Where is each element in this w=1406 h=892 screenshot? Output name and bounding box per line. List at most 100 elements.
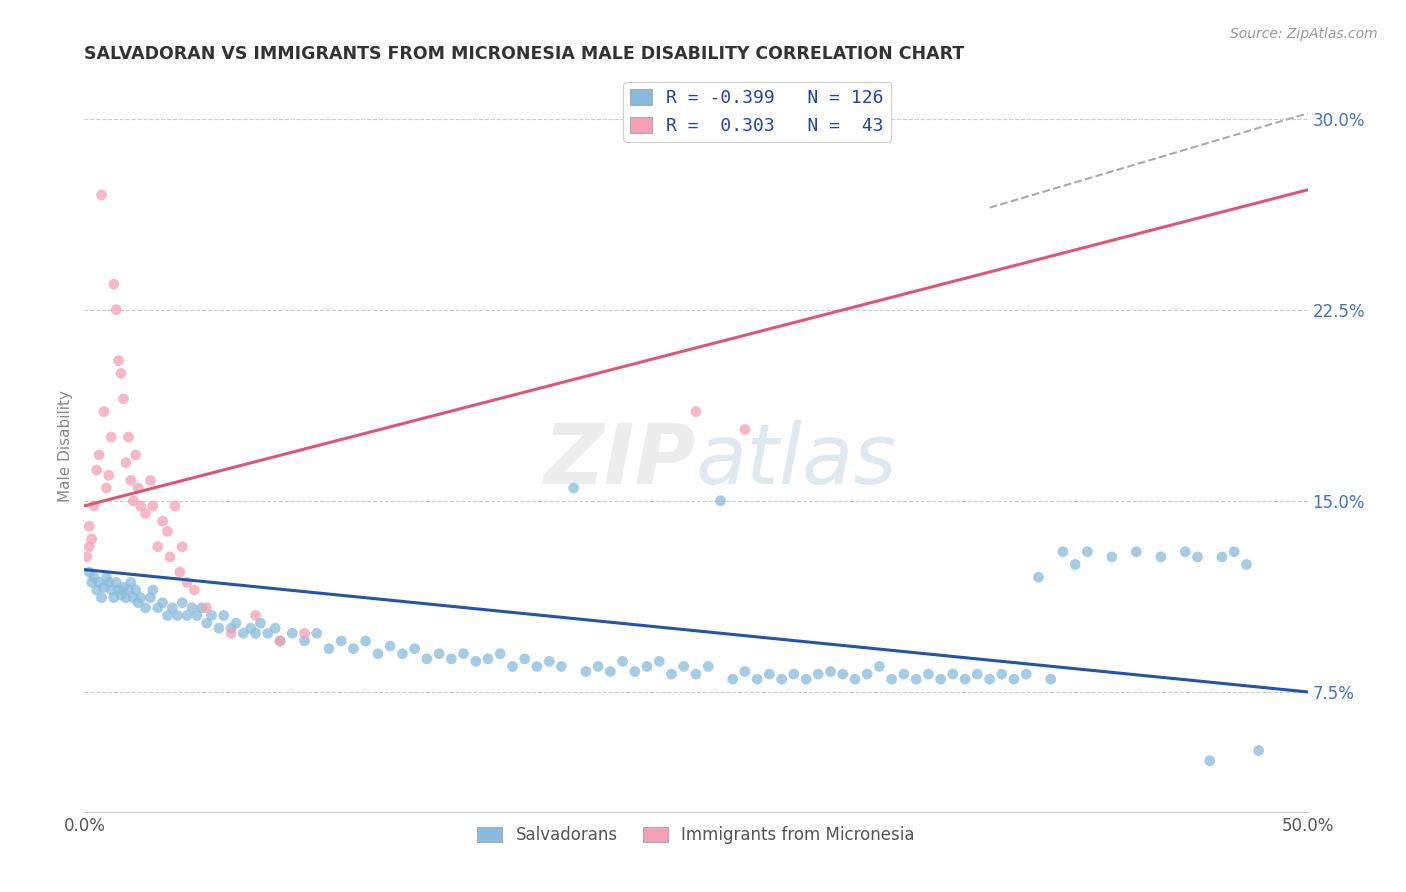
Point xyxy=(156,608,179,623)
Point xyxy=(880,672,903,686)
Point xyxy=(176,575,198,590)
Point xyxy=(538,654,561,668)
Point xyxy=(127,481,149,495)
Point xyxy=(100,430,122,444)
Point xyxy=(807,667,830,681)
Point xyxy=(87,448,110,462)
Point xyxy=(869,659,891,673)
Point xyxy=(86,463,108,477)
Point xyxy=(166,608,188,623)
Point xyxy=(135,600,157,615)
Point xyxy=(142,582,165,597)
Point xyxy=(1028,570,1050,584)
Point xyxy=(1174,545,1197,559)
Point xyxy=(127,596,149,610)
Point xyxy=(305,626,328,640)
Point xyxy=(163,499,186,513)
Point xyxy=(103,277,125,292)
Y-axis label: Male Disability: Male Disability xyxy=(58,390,73,502)
Point xyxy=(648,654,671,668)
Point xyxy=(183,582,205,597)
Point xyxy=(117,582,139,597)
Point xyxy=(1052,545,1074,559)
Point xyxy=(721,672,744,686)
Point xyxy=(152,514,174,528)
Point xyxy=(156,524,179,539)
Point xyxy=(612,654,634,668)
Point xyxy=(172,596,194,610)
Point xyxy=(125,448,148,462)
Point xyxy=(269,634,291,648)
Point xyxy=(979,672,1001,686)
Point xyxy=(1101,549,1123,564)
Point xyxy=(249,616,271,631)
Point xyxy=(97,468,120,483)
Point xyxy=(1125,545,1147,559)
Point xyxy=(783,667,806,681)
Point xyxy=(112,581,135,595)
Point xyxy=(1064,558,1087,572)
Point xyxy=(380,639,402,653)
Point xyxy=(661,667,683,681)
Point xyxy=(856,667,879,681)
Point xyxy=(83,570,105,584)
Point xyxy=(709,493,731,508)
Point xyxy=(477,652,499,666)
Point xyxy=(122,591,145,605)
Point xyxy=(225,616,247,631)
Point xyxy=(1211,549,1233,564)
Point xyxy=(1187,549,1209,564)
Point xyxy=(318,641,340,656)
Point xyxy=(219,626,242,640)
Point xyxy=(1150,549,1173,564)
Point xyxy=(697,659,720,673)
Text: SALVADORAN VS IMMIGRANTS FROM MICRONESIA MALE DISABILITY CORRELATION CHART: SALVADORAN VS IMMIGRANTS FROM MICRONESIA… xyxy=(84,45,965,63)
Point xyxy=(77,519,100,533)
Text: Source: ZipAtlas.com: Source: ZipAtlas.com xyxy=(1230,27,1378,41)
Point xyxy=(115,456,138,470)
Point xyxy=(112,392,135,406)
Point xyxy=(107,582,129,597)
Point xyxy=(245,608,267,623)
Point xyxy=(77,565,100,579)
Point xyxy=(391,647,413,661)
Point xyxy=(83,499,105,513)
Point xyxy=(636,659,658,673)
Point xyxy=(159,549,181,564)
Point xyxy=(212,608,235,623)
Point xyxy=(139,591,162,605)
Point xyxy=(135,507,157,521)
Point xyxy=(550,659,572,673)
Point xyxy=(526,659,548,673)
Point xyxy=(269,634,291,648)
Point xyxy=(100,582,122,597)
Point xyxy=(747,672,769,686)
Point xyxy=(502,659,524,673)
Point xyxy=(599,665,621,679)
Point xyxy=(342,641,364,656)
Point xyxy=(672,659,695,673)
Point xyxy=(330,634,353,648)
Point xyxy=(734,422,756,436)
Point xyxy=(110,588,132,602)
Point xyxy=(489,647,512,661)
Point xyxy=(93,581,115,595)
Point xyxy=(195,600,218,615)
Point xyxy=(191,600,214,615)
Point xyxy=(103,591,125,605)
Point xyxy=(122,493,145,508)
Point xyxy=(440,652,463,666)
Point xyxy=(90,591,112,605)
Point xyxy=(1223,545,1246,559)
Point xyxy=(146,540,169,554)
Point xyxy=(1198,754,1220,768)
Point xyxy=(172,540,194,554)
Point xyxy=(1039,672,1062,686)
Point xyxy=(162,600,184,615)
Point xyxy=(464,654,486,668)
Point xyxy=(281,626,304,640)
Point xyxy=(404,641,426,656)
Point xyxy=(257,626,280,640)
Point xyxy=(76,549,98,564)
Point xyxy=(991,667,1014,681)
